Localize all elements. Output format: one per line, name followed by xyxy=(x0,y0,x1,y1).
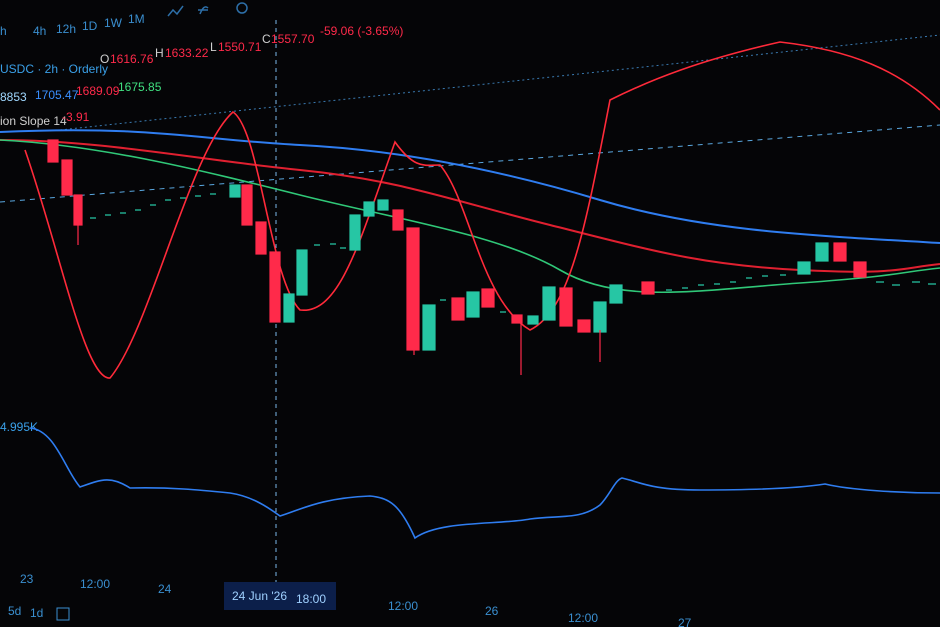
ma-label: 8853 xyxy=(0,90,27,104)
fx-icon[interactable] xyxy=(198,6,209,15)
ohlc-key: L xyxy=(210,40,217,54)
candle xyxy=(73,194,83,226)
ma-value: 1689.09 xyxy=(76,84,120,98)
candle xyxy=(542,286,556,321)
symbol: USDC · 2h · Orderly xyxy=(0,62,108,76)
candle xyxy=(283,293,295,323)
interval-button[interactable]: h xyxy=(0,24,7,38)
candle xyxy=(797,261,811,275)
ohlc-value: 1550.71 xyxy=(218,40,262,54)
time-label: 12:00 xyxy=(568,611,598,625)
time-label: 12:00 xyxy=(388,599,418,613)
candle xyxy=(61,159,73,196)
change: -59.06 (-3.65%) xyxy=(320,24,403,38)
interval-button[interactable]: 1M xyxy=(128,12,145,26)
candles xyxy=(47,139,936,375)
candle xyxy=(363,201,375,217)
ohlc-value: 1557.70 xyxy=(271,32,315,46)
trend-line xyxy=(0,124,940,203)
settings-icon[interactable] xyxy=(236,2,248,14)
ma-value: 1705.47 xyxy=(35,88,79,102)
time-label: 12:00 xyxy=(80,577,110,591)
interval-button[interactable]: 1D xyxy=(82,19,98,33)
candle xyxy=(609,284,623,304)
indicator-name: ion Slope 14 xyxy=(0,114,67,128)
range-button[interactable]: 5d xyxy=(8,604,21,618)
volume-line xyxy=(29,427,940,540)
candle xyxy=(377,199,389,211)
range-button[interactable]: 1d xyxy=(30,606,43,620)
oscillator-line xyxy=(24,41,940,379)
candle xyxy=(833,242,847,262)
calendar-icon[interactable] xyxy=(56,607,70,621)
candle xyxy=(241,184,253,226)
ma-line xyxy=(0,139,940,273)
time-label: 24 xyxy=(158,582,172,596)
candle xyxy=(481,288,495,308)
volume-label: 4.995K xyxy=(0,420,38,434)
candle xyxy=(269,251,281,323)
candle xyxy=(641,281,655,295)
ma-line xyxy=(0,129,940,244)
candle xyxy=(466,291,480,318)
ohlc-value: 1633.22 xyxy=(165,46,209,60)
candle xyxy=(451,297,465,321)
candle xyxy=(296,249,308,296)
candle xyxy=(392,209,404,231)
candle xyxy=(229,184,241,198)
interval-button[interactable]: 4h xyxy=(33,24,46,38)
candle xyxy=(815,242,829,262)
candle xyxy=(349,214,361,251)
candle xyxy=(406,227,420,351)
interval-button[interactable]: 1W xyxy=(104,16,123,30)
candle xyxy=(255,221,267,255)
ohlc-key: H xyxy=(155,46,164,60)
ohlc-key: C xyxy=(262,32,271,46)
crosshair-badge xyxy=(224,582,336,610)
candle xyxy=(559,287,573,327)
crosshair-date: 24 Jun '26 xyxy=(232,589,287,603)
candle xyxy=(527,315,539,325)
indicator-icon[interactable] xyxy=(167,5,184,17)
candle xyxy=(422,304,436,351)
ma-line xyxy=(0,139,940,294)
candle xyxy=(593,301,607,333)
candle xyxy=(853,261,867,278)
indicator-value: -3.91 xyxy=(62,110,90,124)
time-label: 26 xyxy=(485,604,499,618)
ma-value: 1675.85 xyxy=(118,80,162,94)
small-candles xyxy=(90,193,936,313)
time-label: 23 xyxy=(20,572,34,586)
time-label: 27 xyxy=(678,616,692,627)
candle xyxy=(511,314,523,324)
wicks xyxy=(77,225,601,375)
candle xyxy=(47,139,59,163)
interval-button[interactable]: 12h xyxy=(56,22,76,36)
ohlc-key: O xyxy=(100,52,109,66)
ohlc-value: 1616.76 xyxy=(110,52,154,66)
candle xyxy=(577,319,591,333)
crosshair-time: 18:00 xyxy=(296,592,326,606)
